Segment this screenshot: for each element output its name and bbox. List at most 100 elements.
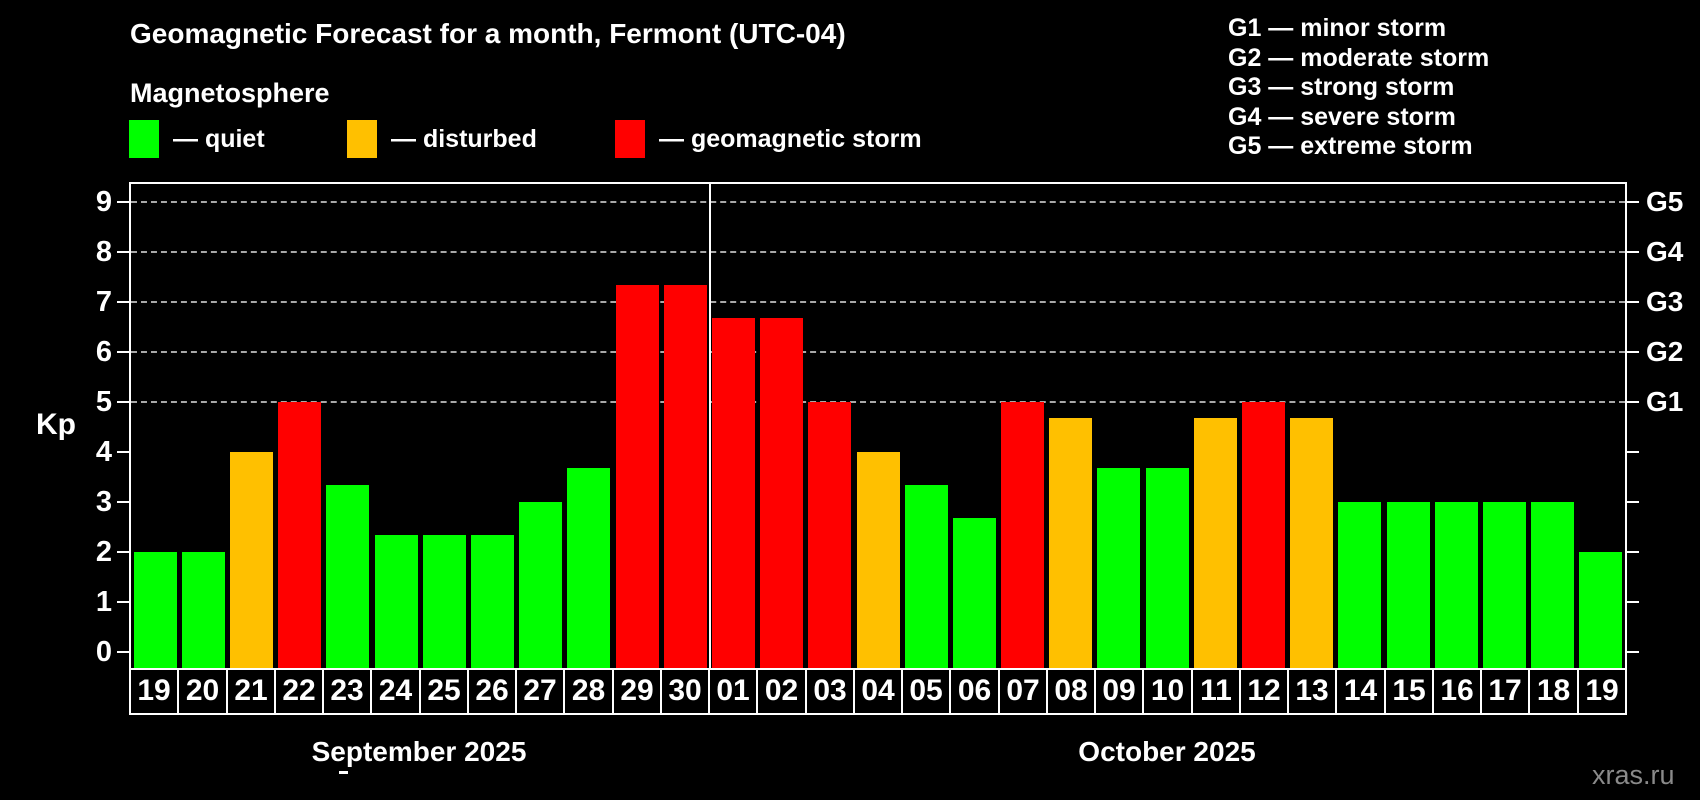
day-label-october-14: 14	[1335, 668, 1386, 715]
day-label-october-02: 02	[756, 668, 807, 715]
day-label-october-12: 12	[1239, 668, 1289, 715]
chart-subtitle: Magnetosphere	[130, 78, 330, 108]
day-label-october-09: 09	[1094, 668, 1144, 715]
day-label-october-18: 18	[1528, 668, 1579, 715]
day-label-september-26: 26	[467, 668, 517, 715]
y-axis-label-0: 0	[95, 636, 112, 668]
kp-bar-day-29	[616, 285, 659, 668]
day-label-october-19: 19	[1577, 668, 1627, 715]
kp-bar-day-10	[1146, 468, 1189, 668]
kp-bar-day-14	[1338, 502, 1381, 668]
day-label-october-08: 08	[1046, 668, 1096, 715]
kp-bar-day-17	[1483, 502, 1526, 668]
kp-bar-day-21	[230, 452, 273, 668]
y-tick-right-8	[1627, 251, 1639, 253]
kp-bar-day-06	[953, 518, 996, 668]
day-label-september-20: 20	[177, 668, 228, 715]
kp-bar-day-28	[567, 468, 610, 668]
kp-bar-day-01	[712, 318, 755, 668]
day-label-september-21: 21	[226, 668, 276, 715]
kp-bar-day-05	[905, 485, 948, 668]
legend-disturbed-label: — disturbed	[391, 125, 537, 153]
g-scale-label-G3: G3	[1646, 286, 1684, 317]
month-label-october: October 2025	[1078, 736, 1256, 767]
legend-storm-label: — geomagnetic storm	[659, 125, 922, 153]
y-tick-left-2	[117, 551, 129, 553]
chart-title: Geomagnetic Forecast for a month, Fermon…	[130, 18, 846, 49]
gridline-kp8	[131, 251, 1625, 253]
g-legend-line: G3 — strong storm	[1228, 73, 1455, 101]
stray-mark	[339, 771, 348, 774]
legend-quiet-label: — quiet	[173, 125, 265, 153]
y-tick-right-5	[1627, 401, 1639, 403]
kp-bar-day-11	[1194, 418, 1237, 668]
y-tick-left-4	[117, 451, 129, 453]
g-legend-line: G2 — moderate storm	[1228, 43, 1490, 72]
day-label-october-03: 03	[805, 668, 855, 715]
y-tick-right-2	[1627, 551, 1639, 553]
y-tick-left-9	[117, 201, 129, 203]
g-legend-line: G1 — minor storm	[1228, 14, 1447, 42]
kp-bar-day-20	[182, 552, 225, 668]
kp-bar-day-25	[423, 535, 466, 668]
kp-bar-day-27	[519, 502, 562, 668]
y-tick-left-0	[117, 651, 129, 653]
month-separator	[709, 184, 711, 668]
kp-bar-day-26	[471, 535, 514, 668]
y-tick-left-5	[117, 401, 129, 403]
g-scale-label-G4: G4	[1646, 236, 1684, 267]
gridline-kp6	[131, 351, 1625, 353]
kp-bar-day-03	[808, 402, 851, 668]
y-axis-label-2: 2	[95, 536, 112, 568]
disturbed-swatch-icon	[347, 120, 377, 158]
y-axis-label-8: 8	[95, 236, 112, 268]
y-axis-label-9: 9	[95, 186, 112, 218]
y-tick-right-0	[1627, 651, 1639, 653]
gridline-kp9	[131, 201, 1625, 203]
day-label-september-29: 29	[612, 668, 662, 715]
y-axis-label-5: 5	[95, 386, 112, 418]
day-label-october-17: 17	[1480, 668, 1530, 715]
y-tick-left-7	[117, 301, 129, 303]
kp-bar-day-07	[1001, 402, 1044, 668]
kp-bar-day-04	[857, 452, 900, 668]
y-tick-right-9	[1627, 201, 1639, 203]
kp-bar-day-22	[278, 402, 321, 668]
y-tick-right-6	[1627, 351, 1639, 353]
day-label-october-13: 13	[1287, 668, 1337, 715]
kp-bar-day-09	[1097, 468, 1140, 668]
g-scale-legend: G1 — minor storm G2 — moderate storm G3 — …	[1228, 14, 1489, 162]
y-tick-left-6	[117, 351, 129, 353]
day-label-september-23: 23	[322, 668, 372, 715]
y-tick-right-7	[1627, 301, 1639, 303]
y-tick-right-1	[1627, 601, 1639, 603]
y-axis-label-1: 1	[95, 586, 112, 618]
day-label-october-16: 16	[1432, 668, 1482, 715]
y-tick-right-3	[1627, 501, 1639, 503]
day-label-september-22: 22	[274, 668, 324, 715]
day-label-september-28: 28	[563, 668, 614, 715]
day-label-october-05: 05	[901, 668, 951, 715]
day-label-september-19: 19	[129, 668, 179, 715]
plot-area	[131, 184, 1625, 668]
day-label-october-07: 07	[998, 668, 1048, 715]
day-label-october-06: 06	[949, 668, 1000, 715]
kp-bar-day-19	[1579, 552, 1622, 668]
watermark: xras.ru	[1592, 760, 1675, 790]
day-label-october-04: 04	[853, 668, 903, 715]
y-axis-label-4: 4	[95, 436, 112, 468]
kp-bar-day-30	[664, 285, 707, 668]
quiet-swatch-icon	[129, 120, 159, 158]
kp-bar-day-15	[1387, 502, 1430, 668]
y-axis-label-6: 6	[95, 336, 112, 368]
kp-bar-day-13	[1290, 418, 1333, 668]
storm-swatch-icon	[615, 120, 645, 158]
kp-bar-day-08	[1049, 418, 1092, 668]
g-scale-label-G5: G5	[1646, 186, 1684, 217]
gridline-kp5	[131, 401, 1625, 403]
kp-bar-day-19	[134, 552, 177, 668]
kp-bar-day-23	[326, 485, 369, 668]
day-label-september-30: 30	[660, 668, 710, 715]
kp-axis-title: Kp	[36, 408, 76, 441]
